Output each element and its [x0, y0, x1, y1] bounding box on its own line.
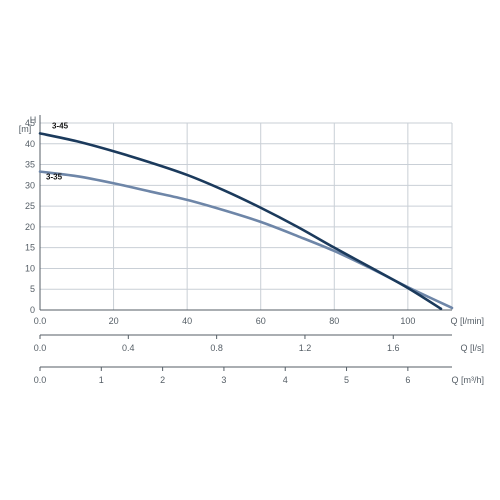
- x-tick-label: 0.0: [34, 316, 47, 326]
- y-tick-label: 5: [30, 284, 35, 294]
- series-label-3-45: 3-45: [52, 121, 69, 130]
- y-tick-label: 15: [25, 243, 35, 253]
- secondary-tick-label: 0.4: [122, 343, 135, 353]
- y-tick-label: 20: [25, 222, 35, 232]
- y-tick-label: 25: [25, 201, 35, 211]
- secondary-tick-label: 2: [160, 375, 165, 385]
- y-tick-label: 40: [25, 139, 35, 149]
- secondary-tick-label: 1.2: [299, 343, 312, 353]
- secondary-axis-label: Q [l/s]: [460, 343, 484, 353]
- secondary-tick-label: 0.8: [210, 343, 223, 353]
- y-tick-label: 30: [25, 180, 35, 190]
- y-axis-label: H: [30, 115, 37, 125]
- series-lines: [38, 132, 454, 311]
- y-tick-label: 35: [25, 160, 35, 170]
- series-label-3-35: 3-35: [46, 173, 63, 182]
- secondary-tick-label: 0.0: [34, 375, 47, 385]
- y-tick-label: 45: [25, 118, 35, 128]
- y-tick-label: 0: [30, 305, 35, 315]
- secondary-tick-label: 6: [405, 375, 410, 385]
- x-tick-label: 100: [400, 316, 415, 326]
- x-tick-label: 40: [182, 316, 192, 326]
- series-line-3-35: [38, 170, 454, 310]
- y-tick-label: 10: [25, 263, 35, 273]
- secondary-tick-label: 5: [344, 375, 349, 385]
- y-axis-unit: [m]: [19, 124, 32, 134]
- secondary-tick-label: 1: [99, 375, 104, 385]
- x-tick-label: 80: [329, 316, 339, 326]
- axes: [39, 115, 452, 371]
- secondary-tick-label: 1.6: [387, 343, 400, 353]
- x-tick-label: 20: [109, 316, 119, 326]
- secondary-tick-label: 3: [221, 375, 226, 385]
- grid: [40, 122, 453, 310]
- series-line-3-45: [38, 132, 443, 311]
- secondary-tick-label: 0.0: [34, 343, 47, 353]
- x-axis-label: Q [l/min]: [450, 316, 484, 326]
- secondary-tick-label: 4: [283, 375, 288, 385]
- secondary-axis-label: Q [m³/h]: [451, 375, 484, 385]
- x-tick-label: 60: [256, 316, 266, 326]
